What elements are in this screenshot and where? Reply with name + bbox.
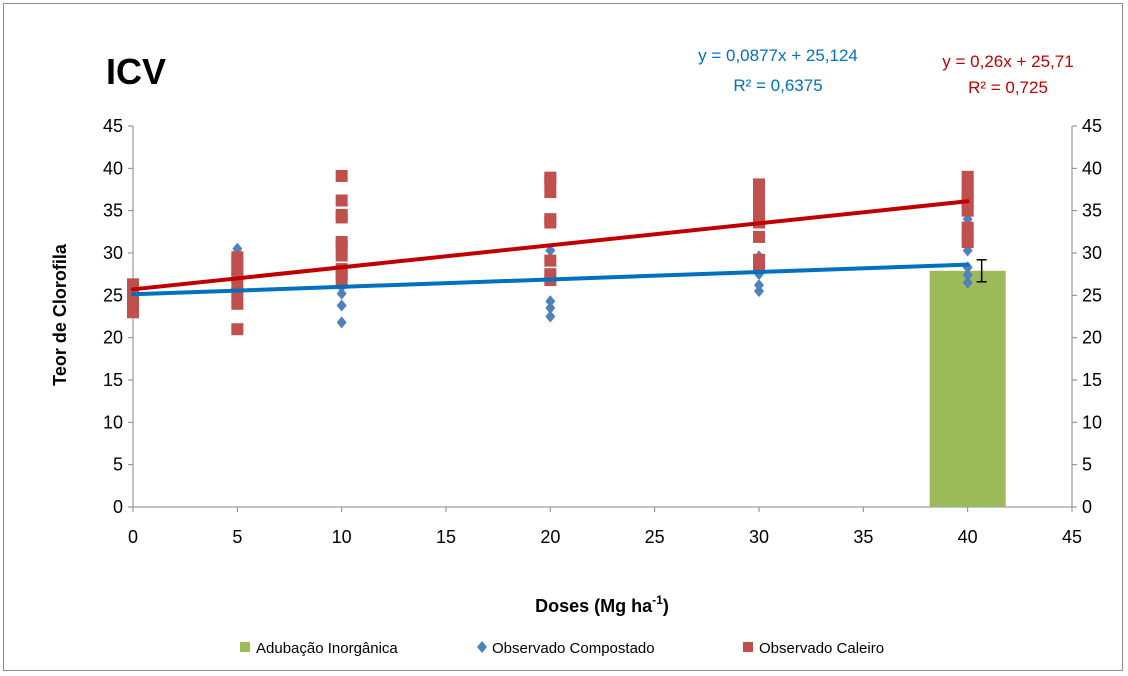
point-caleiro <box>544 213 557 226</box>
point-compostado <box>336 299 347 312</box>
point-compostado <box>545 295 556 308</box>
y2-tick-label: 20 <box>1082 328 1102 348</box>
point-caleiro <box>961 221 974 234</box>
point-caleiro <box>753 196 765 209</box>
legend-label-adubacao: Adubação Inorgânica <box>256 640 398 657</box>
x-tick-label: 35 <box>853 527 873 547</box>
point-caleiro <box>335 208 348 221</box>
point-caleiro <box>544 171 557 184</box>
x-tick-label: 45 <box>1062 527 1082 547</box>
y2-tick-label: 15 <box>1082 370 1102 390</box>
point-caleiro <box>335 169 348 182</box>
y-tick-label: 35 <box>103 201 123 221</box>
point-caleiro <box>335 249 348 262</box>
y2-tick-label: 40 <box>1082 158 1102 178</box>
y-tick-label: 15 <box>103 370 123 390</box>
x-tick-label: 0 <box>128 527 138 547</box>
point-caleiro <box>753 230 765 243</box>
y2-tick-label: 10 <box>1082 412 1102 432</box>
point-caleiro <box>961 170 974 183</box>
x-tick-label: 10 <box>332 527 352 547</box>
trendline-caleiro <box>131 199 970 292</box>
y2-tick-label: 0 <box>1082 497 1092 517</box>
legend-marker-caleiro <box>743 642 753 652</box>
y-tick-label: 20 <box>103 328 123 348</box>
x-tick-label: 20 <box>540 527 560 547</box>
trendlines <box>131 199 970 297</box>
y-tick-label: 40 <box>103 158 123 178</box>
x-tick-label: 15 <box>436 527 456 547</box>
x-tick-label: 25 <box>645 527 665 547</box>
point-compostado <box>545 302 556 315</box>
trendline-r2-compostado: R² = 0,6375 <box>733 76 822 95</box>
legend-label-caleiro: Observado Caleiro <box>759 640 884 657</box>
point-caleiro <box>231 323 244 336</box>
x-tick-label: 5 <box>232 527 242 547</box>
point-caleiro <box>231 297 244 310</box>
point-caleiro <box>335 194 348 207</box>
y2-tick-label: 25 <box>1082 285 1102 305</box>
x-tick-label: 30 <box>749 527 769 547</box>
y-tick-label: 5 <box>113 455 123 475</box>
y-tick-label: 30 <box>103 243 123 263</box>
y2-tick-label: 45 <box>1082 116 1102 136</box>
y-tick-label: 0 <box>113 497 123 517</box>
legend-label-compostado: Observado Compostado <box>492 640 655 657</box>
point-compostado <box>336 316 347 329</box>
point-caleiro <box>335 235 348 248</box>
x-tick-label: 40 <box>958 527 978 547</box>
point-caleiro <box>753 178 765 191</box>
trendline-compostado <box>131 262 970 297</box>
chart-title: ICV <box>106 51 166 92</box>
error-bar <box>976 259 987 283</box>
legend: Adubação Inorgânica Observado Compostado… <box>240 640 884 657</box>
point-compostado <box>962 276 973 289</box>
bar-adubacao-inorganica <box>929 270 1006 507</box>
trendline-equation-compostado: y = 0,0877x + 25,124 <box>698 46 858 65</box>
trendline-equation-caleiro: y = 0,26x + 25,71 <box>942 52 1073 71</box>
point-compostado <box>545 310 556 323</box>
point-caleiro <box>544 186 557 199</box>
y-tick-label: 10 <box>103 412 123 432</box>
y2-tick-label: 5 <box>1082 455 1092 475</box>
scatter-points <box>127 169 974 336</box>
legend-marker-adubacao <box>240 642 250 652</box>
point-compostado <box>754 279 764 292</box>
point-compostado <box>962 269 973 282</box>
y-tick-label: 45 <box>103 116 123 136</box>
point-caleiro <box>753 253 765 266</box>
y2-tick-label: 35 <box>1082 201 1102 221</box>
point-caleiro <box>544 268 557 281</box>
bar-series <box>929 270 1006 507</box>
point-caleiro <box>544 254 557 267</box>
point-caleiro <box>231 251 244 264</box>
point-compostado <box>336 287 347 300</box>
y2-tick-label: 30 <box>1082 243 1102 263</box>
trendline-r2-caleiro: R² = 0,725 <box>968 78 1048 97</box>
legend-marker-compostado <box>477 641 487 653</box>
y-tick-label: 25 <box>103 285 123 305</box>
x-axis-title: Doses (Mg ha-1) <box>535 593 669 616</box>
y-axis-title: Teor de Clorofila <box>50 243 70 386</box>
